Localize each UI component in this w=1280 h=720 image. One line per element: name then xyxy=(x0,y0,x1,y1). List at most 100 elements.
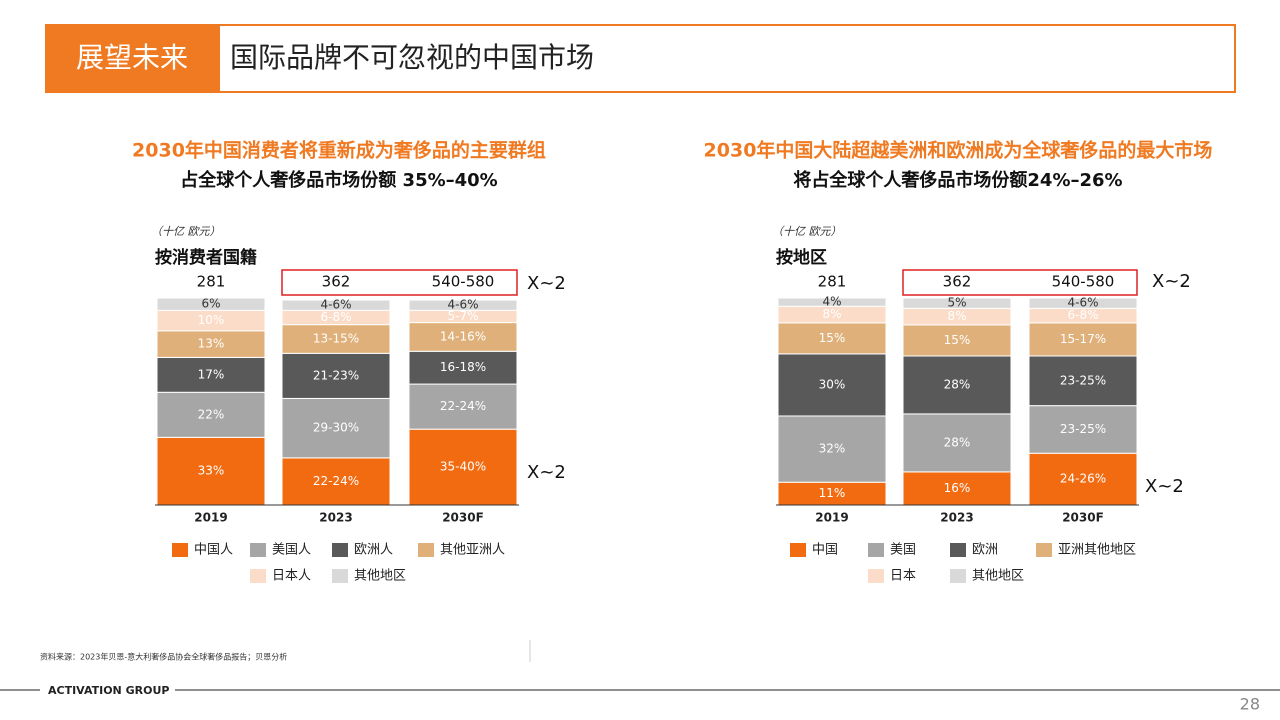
total-label: 362 xyxy=(943,273,972,291)
bar-segment xyxy=(777,415,887,483)
data-label: 35-40% xyxy=(440,460,486,474)
bar-segment xyxy=(1028,297,1138,309)
data-label: 22-24% xyxy=(440,399,486,413)
chart-title: 2030年中国消费者将重新成为奢侈品的主要群组 xyxy=(132,139,546,162)
header-tag: 展望未来 xyxy=(76,41,188,74)
bar-segment xyxy=(408,383,518,430)
bar-segment xyxy=(156,297,266,311)
legend-swatch xyxy=(332,569,348,583)
legend-label: 其他亚洲人 xyxy=(440,543,505,558)
legend-swatch xyxy=(790,543,806,557)
total-label: 362 xyxy=(322,273,351,291)
x-tick-label: 2030F xyxy=(442,511,484,525)
highlight-box xyxy=(281,269,518,296)
bar-segment xyxy=(281,324,391,354)
legend-label: 美国人 xyxy=(272,543,311,558)
data-label: 6-8% xyxy=(320,310,351,324)
legend-swatch xyxy=(172,543,188,557)
highlight-box xyxy=(902,269,1138,296)
legend-swatch xyxy=(418,543,434,557)
data-label: 15-17% xyxy=(1060,332,1106,346)
data-label: 15% xyxy=(944,333,971,347)
legend-swatch xyxy=(1036,543,1052,557)
legend-label: 其他地区 xyxy=(354,569,406,584)
unit-label: （十亿 欧元） xyxy=(772,225,842,238)
legend-swatch xyxy=(868,543,884,557)
bar-segment xyxy=(281,457,391,506)
legend-label: 欧洲人 xyxy=(354,543,393,558)
bar-segment xyxy=(1028,405,1138,454)
bar-segment xyxy=(777,297,887,307)
legend-label: 中国 xyxy=(812,543,838,558)
chart-title: 2030年中国大陆超越美洲和欧洲成为全球奢侈品的最大市场 xyxy=(704,139,1213,162)
data-label: 4-6% xyxy=(447,298,478,312)
header-title: 国际品牌不可忽视的中国市场 xyxy=(230,41,594,74)
data-label: 6-8% xyxy=(1067,308,1098,322)
data-label: 23-25% xyxy=(1060,422,1106,436)
annotation: X~2 xyxy=(527,273,566,294)
legend-swatch xyxy=(868,569,884,583)
unit-label: （十亿 欧元） xyxy=(151,225,221,238)
data-label: 11% xyxy=(819,486,846,500)
brand: ACTIVATION GROUP xyxy=(48,684,169,697)
source: 资料来源：2023年贝恩-意大利奢侈品协会全球奢侈品报告；贝恩分析 xyxy=(40,652,287,662)
data-label: 14-16% xyxy=(440,329,486,343)
data-label: 17% xyxy=(198,367,225,381)
page-number: 28 xyxy=(1240,695,1260,714)
bar-segment xyxy=(902,355,1012,415)
data-label: 4% xyxy=(822,295,841,309)
bar-segment xyxy=(902,297,1012,309)
bar-segment xyxy=(281,397,391,459)
x-tick-label: 2030F xyxy=(1062,511,1104,525)
legend-label: 美国 xyxy=(890,543,916,558)
x-tick-label: 2019 xyxy=(194,511,227,525)
legend-label: 日本 xyxy=(890,569,916,584)
chart-subtitle: 占全球个人奢侈品市场份额 35%–40% xyxy=(180,169,497,191)
legend-swatch xyxy=(250,543,266,557)
data-label: 32% xyxy=(819,442,846,456)
total-label: 540-580 xyxy=(432,273,495,291)
legend-label: 中国人 xyxy=(194,543,233,558)
bar-segment xyxy=(1028,322,1138,357)
panel-label: 按消费者国籍 xyxy=(155,247,257,268)
title-box xyxy=(218,24,1236,93)
data-label: 15% xyxy=(819,331,846,345)
bar-segment xyxy=(156,330,266,358)
data-label: 4-6% xyxy=(1067,296,1098,310)
bar-segment xyxy=(777,322,887,355)
bar-segment xyxy=(777,353,887,417)
legend-label: 其他地区 xyxy=(972,569,1024,584)
chart-subtitle: 将占全球个人奢侈品市场份额24%–26% xyxy=(793,169,1122,191)
annotation: X~2 xyxy=(527,462,566,483)
data-label: 6% xyxy=(201,297,220,311)
bar-segment xyxy=(1028,355,1138,407)
total-label: 281 xyxy=(818,273,847,291)
bar-segment xyxy=(902,324,1012,357)
data-label: 22-24% xyxy=(313,474,359,488)
data-label: 5% xyxy=(947,296,966,310)
tag-box xyxy=(45,24,219,93)
annotation: X~2 xyxy=(1152,271,1191,292)
legend-label: 亚洲其他地区 xyxy=(1058,543,1136,558)
panel-label: 按地区 xyxy=(776,247,827,268)
data-label: 28% xyxy=(944,435,971,449)
legend-label: 日本人 xyxy=(272,569,311,584)
data-label: 22% xyxy=(198,407,225,421)
data-label: 10% xyxy=(198,313,225,327)
x-tick-label: 2023 xyxy=(319,511,352,525)
data-label: 13% xyxy=(198,337,225,351)
bar-segment xyxy=(408,299,518,311)
bar-segment xyxy=(408,428,518,506)
bar-segment xyxy=(156,356,266,393)
legend-swatch xyxy=(950,543,966,557)
data-label: 28% xyxy=(944,377,971,391)
data-label: 8% xyxy=(947,309,966,323)
bar-segment xyxy=(1028,452,1138,506)
data-label: 33% xyxy=(198,464,225,478)
data-label: 29-30% xyxy=(313,421,359,435)
x-tick-label: 2019 xyxy=(815,511,848,525)
total-label: 540-580 xyxy=(1052,273,1115,291)
total-label: 281 xyxy=(197,273,226,291)
data-label: 16% xyxy=(944,481,971,495)
